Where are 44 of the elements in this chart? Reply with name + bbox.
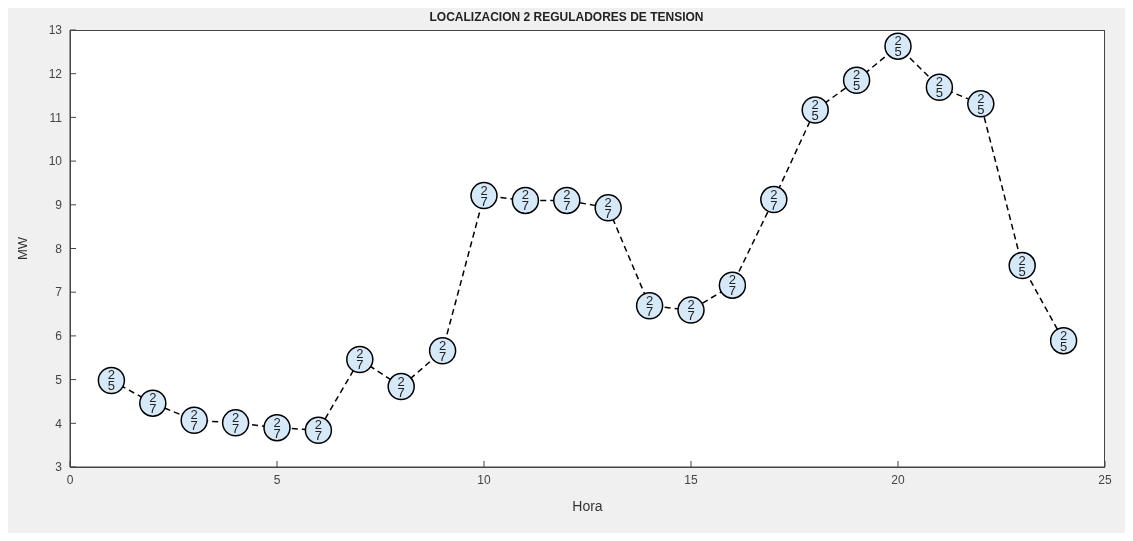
- annotation: 25: [811, 96, 819, 123]
- y-tick-label: 9: [55, 198, 63, 213]
- annotation: 25: [935, 74, 944, 101]
- annotation: 25: [977, 90, 985, 117]
- annotation: 27: [314, 417, 323, 444]
- y-tick-label: 12: [48, 66, 63, 81]
- annotation: 27: [770, 186, 778, 213]
- annotation: 27: [149, 390, 157, 417]
- x-tick-label: 25: [1098, 472, 1112, 487]
- annotation: 27: [231, 409, 240, 436]
- annotation: 27: [480, 182, 488, 209]
- annotation: 25: [1059, 327, 1068, 354]
- annotation: 27: [273, 414, 281, 441]
- y-axis-title: MW: [14, 236, 30, 261]
- annotation: 27: [687, 297, 695, 324]
- x-tick-label: 15: [684, 472, 698, 487]
- annotation: 27: [604, 194, 612, 221]
- chart-title: LOCALIZACION 2 REGULADORES DE TENSION: [428, 10, 705, 24]
- y-tick-label: 5: [55, 372, 63, 387]
- annotation: 27: [190, 407, 198, 434]
- annotation: 25: [107, 367, 116, 394]
- annotation: 27: [397, 373, 405, 400]
- y-tick-label: 13: [48, 23, 63, 38]
- x-tick-label: 5: [273, 472, 281, 487]
- y-tick-label: 3: [55, 460, 63, 475]
- y-tick-label: 10: [48, 154, 63, 169]
- annotation: 27: [356, 346, 364, 373]
- annotation: 27: [645, 292, 654, 319]
- annotation: 25: [852, 67, 861, 94]
- y-tick-label: 11: [49, 110, 63, 125]
- x-tick-label: 10: [477, 472, 491, 487]
- y-tick-label: 7: [55, 285, 63, 300]
- annotation: 27: [521, 187, 530, 214]
- annotation: 27: [728, 272, 737, 299]
- y-tick-label: 6: [55, 329, 63, 344]
- x-axis-title: Hora: [572, 498, 603, 514]
- y-tick-label: 8: [55, 241, 63, 256]
- annotation: 25: [1018, 252, 1026, 279]
- x-tick-label: 0: [66, 472, 74, 487]
- annotation: 27: [438, 337, 447, 364]
- annotation: 25: [894, 33, 902, 60]
- x-tick-label: 20: [891, 472, 905, 487]
- annotation: 27: [563, 187, 571, 214]
- y-tick-label: 4: [55, 416, 63, 431]
